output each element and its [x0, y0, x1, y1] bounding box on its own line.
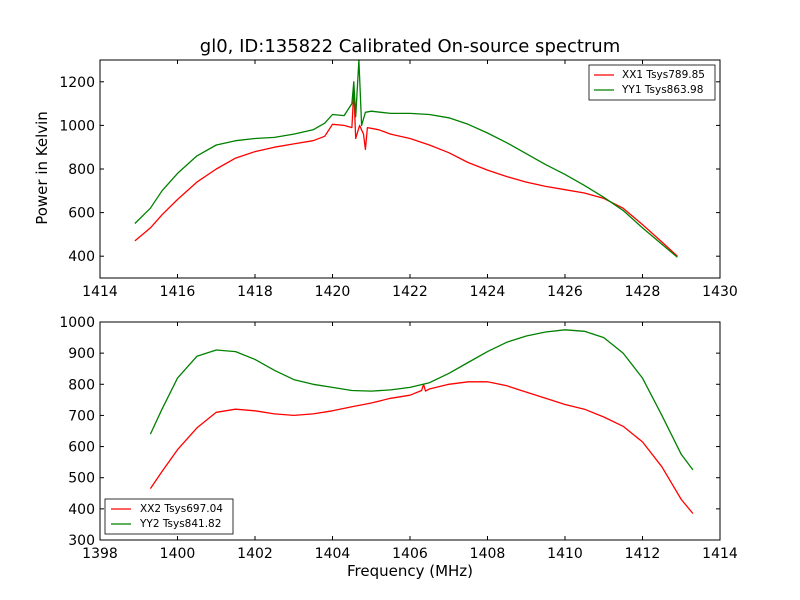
top-chart-x-tick-label: 1422	[392, 284, 428, 300]
bottom-chart-legend-box	[104, 498, 234, 535]
bottom-chart-x-tick-label: 1400	[160, 546, 196, 562]
bottom-chart-y-tick-label: 800	[68, 377, 95, 393]
bottom-chart-x-tick-label: 1408	[470, 546, 506, 562]
bottom-chart-legend: XX2 Tsys697.04 YY2 Tsys841.82	[104, 498, 234, 535]
top-chart-x-tick-label: 1428	[625, 284, 661, 300]
top-chart-lines	[134, 59, 678, 258]
bottom-chart-legend-label-yy2: YY2 Tsys841.82	[139, 518, 221, 530]
bottom-chart-frame	[99, 321, 721, 541]
bottom-chart-x-tick-label: 1398	[82, 546, 118, 562]
top-chart-frame	[99, 59, 721, 279]
bottom-chart-y-tick-label: 500	[68, 471, 95, 487]
top-chart-x-tick-label: 1418	[237, 284, 273, 300]
top-chart-legend-label-yy1: YY1 Tsys863.98	[621, 84, 703, 96]
top-chart-legend-label-xx1: XX1 Tsys789.85	[622, 69, 705, 81]
top-chart-x-tick-label: 1416	[160, 284, 196, 300]
bottom-chart-y-tick-label: 600	[68, 440, 95, 456]
top-chart-y-tick-label: 400	[68, 249, 95, 265]
top-chart-x-tick-label: 1414	[82, 284, 118, 300]
top-chart: gl0, ID:135822 Calibrated On-source spec…	[33, 36, 738, 300]
top-chart-series-line-2	[134, 59, 678, 258]
top-chart-x-tick-label: 1430	[702, 284, 738, 300]
top-chart-y-tick-label: 800	[68, 162, 95, 178]
bottom-chart-legend-label-xx2: XX2 Tsys697.04	[140, 503, 223, 515]
top-chart-x-tick-label: 1426	[547, 284, 583, 300]
top-chart-title: gl0, ID:135822 Calibrated On-source spec…	[200, 36, 620, 57]
bottom-chart-y-tick-label: 1000	[59, 315, 95, 331]
top-chart-legend-box	[588, 64, 716, 101]
bottom-chart-x-tick-label: 1402	[237, 546, 273, 562]
bottom-chart-x-tick-label: 1406	[392, 546, 428, 562]
top-chart-legend: XX1 Tsys789.85 YY1 Tsys863.98	[588, 64, 716, 101]
top-chart-series-line-1	[134, 89, 678, 257]
top-chart-y-axis-label: Power in Kelvin	[33, 111, 51, 225]
bottom-chart-x-tick-label: 1412	[625, 546, 661, 562]
bottom-chart: Frequency (MHz) 1398 1400 1402 1404 1406 1408…	[59, 315, 738, 580]
top-chart-y-tick-label: 1000	[59, 118, 95, 134]
bottom-chart-y-tick-label: 900	[68, 346, 95, 362]
top-chart-ticks: 1414 1416 1418 1420 1422 1424 1426 1428 1430 400 6…	[59, 60, 738, 300]
bottom-chart-x-tick-label: 1404	[315, 546, 351, 562]
bottom-chart-ticks: 1398 1400 1402 1404 1406 1408 1410 1412 1414 300 4…	[59, 315, 738, 562]
bottom-chart-y-tick-label: 700	[68, 408, 95, 424]
bottom-chart-y-tick-label: 300	[68, 533, 95, 549]
bottom-chart-x-tick-label: 1414	[702, 546, 738, 562]
top-chart-x-tick-label: 1420	[315, 284, 351, 300]
top-chart-x-tick-label: 1424	[470, 284, 506, 300]
top-chart-y-tick-label: 1200	[59, 75, 95, 91]
bottom-chart-y-tick-label: 400	[68, 502, 95, 518]
top-chart-y-tick-label: 600	[68, 206, 95, 222]
bottom-chart-x-axis-label: Frequency (MHz)	[347, 562, 473, 580]
bottom-chart-lines	[149, 329, 694, 514]
bottom-chart-x-tick-label: 1410	[547, 546, 583, 562]
bottom-chart-series-line-2	[149, 329, 694, 471]
